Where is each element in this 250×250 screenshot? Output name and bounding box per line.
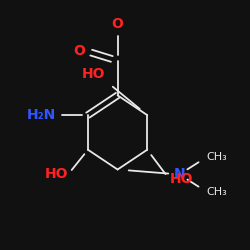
- Text: O: O: [74, 44, 86, 58]
- Text: CH₃: CH₃: [206, 152, 227, 162]
- Text: H₂N: H₂N: [26, 108, 56, 122]
- Text: HO: HO: [45, 168, 68, 181]
- Text: HO: HO: [170, 172, 193, 186]
- Text: N: N: [174, 168, 185, 181]
- Text: CH₃: CH₃: [206, 187, 227, 197]
- Text: HO: HO: [82, 66, 105, 80]
- Text: O: O: [112, 17, 124, 31]
